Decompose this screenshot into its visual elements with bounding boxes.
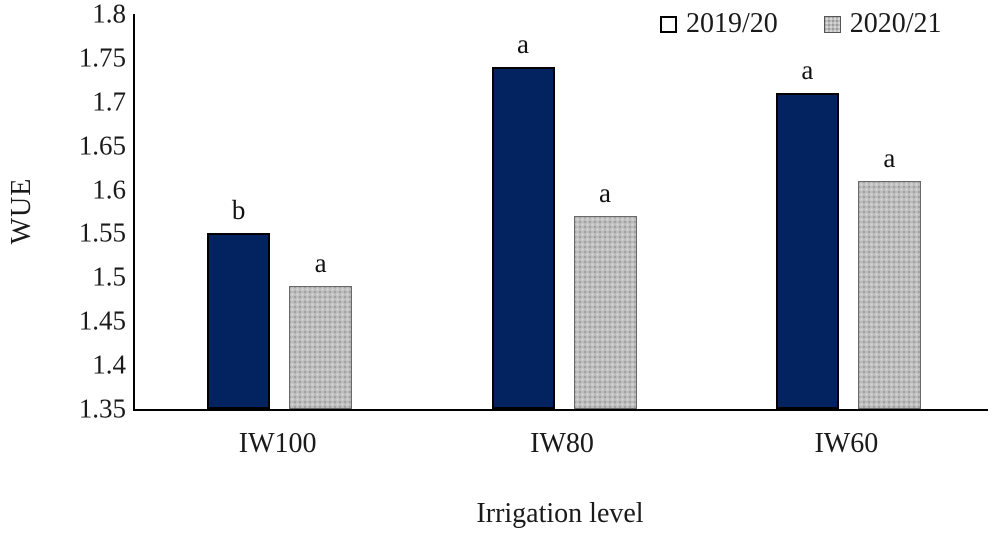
y-tick-label: 1.6	[92, 174, 126, 205]
bar-2019-20-iw80	[491, 66, 555, 409]
legend-marker-2019-20-icon	[660, 15, 677, 33]
significance-letter: b	[231, 195, 246, 226]
y-tick-label: 1.8	[92, 0, 126, 29]
y-tick-label: 1.45	[78, 305, 126, 336]
x-axis-title: Irrigation level	[476, 498, 644, 529]
y-tick-label: 1.75	[78, 42, 126, 73]
legend-item-2020-21: 2020/21	[823, 8, 942, 40]
bar-2020-21-iw80	[573, 215, 637, 409]
y-tick-label: 1.55	[78, 217, 126, 248]
x-category-label-iw60: IW60	[814, 428, 879, 459]
bar-2020-21-iw60	[857, 180, 921, 409]
y-tick-label: 1.65	[78, 130, 126, 161]
bar-2019-20-iw60	[775, 93, 839, 409]
significance-letter: a	[314, 248, 327, 279]
legend-marker-2020-21-icon	[823, 15, 841, 33]
significance-letter: a	[517, 28, 529, 59]
x-category-label-iw80: IW80	[530, 428, 594, 459]
bar-2019-20-iw100	[207, 233, 271, 409]
legend-label-2020-21: 2020/21	[849, 8, 942, 39]
plot-area: b a a a a a	[133, 14, 988, 411]
y-tick-label: 1.7	[92, 86, 126, 117]
y-tick-label: 1.4	[92, 349, 126, 380]
legend-item-2019-20: 2019/20	[660, 8, 778, 40]
y-tick-label: 1.5	[92, 261, 126, 292]
y-tick-label: 1.35	[78, 393, 126, 424]
bar-2020-21-iw100	[289, 286, 353, 409]
legend: 2019/20 2020/21	[660, 8, 942, 40]
legend-label-2019-20: 2019/20	[686, 8, 778, 39]
significance-letter: a	[801, 55, 814, 85]
significance-letter: a	[599, 177, 611, 208]
x-category-label-iw100: IW100	[238, 428, 317, 459]
significance-letter: a	[883, 142, 896, 173]
